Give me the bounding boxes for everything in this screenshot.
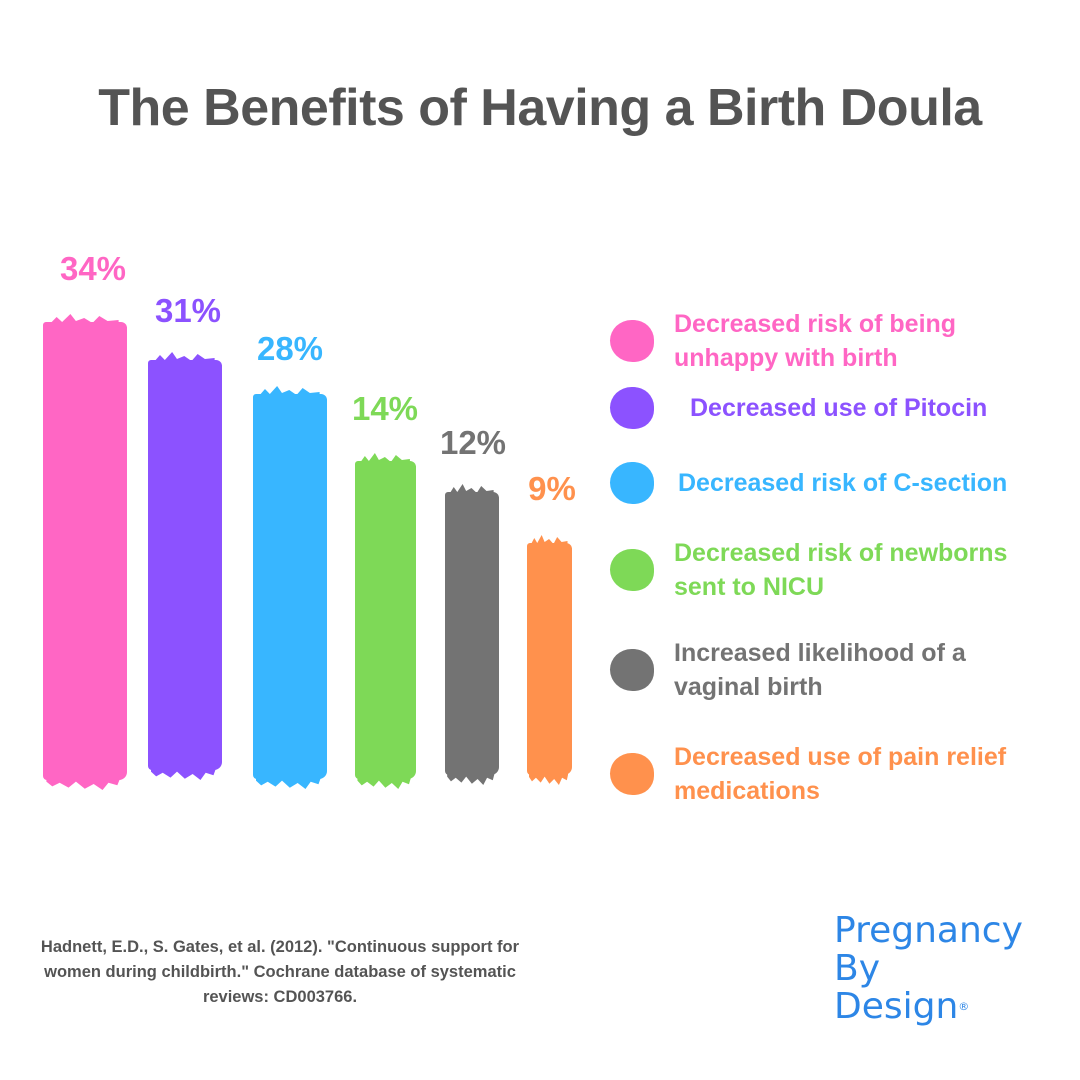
chart-title: The Benefits of Having a Birth Doula (98, 79, 982, 137)
bar-vaginal-birth (445, 492, 499, 775)
bar-nicu (355, 461, 416, 779)
bar-value-label: 12% (439, 424, 507, 461)
bar-value-label: 9% (528, 470, 576, 507)
registered-mark: ® (958, 1000, 970, 1013)
legend-item: Decreased risk of being unhappy with bir… (610, 307, 1070, 375)
legend-item: Increased likelihood of a vaginal birth (610, 636, 1070, 704)
legend-item: Decreased use of pain relief medications (610, 740, 1070, 808)
bar-value-label: 31% (154, 292, 222, 329)
circle-icon (610, 387, 654, 429)
bar-value-label: 34% (59, 250, 127, 287)
bar-pitocin (148, 360, 222, 770)
legend-label: Decreased use of Pitocin (690, 394, 988, 422)
circle-icon (610, 753, 654, 795)
circle-icon (610, 649, 654, 691)
legend-label: Decreased risk of C-section (678, 469, 1008, 497)
legend-item: Decreased risk of C-section (610, 462, 1070, 504)
bar-value-label: 14% (351, 390, 419, 427)
logo-line: By (834, 948, 881, 989)
legend-label: Decreased risk of newborns sent to NICU (674, 539, 1008, 601)
legend-item: Decreased use of Pitocin (610, 387, 1070, 429)
legend-label: Decreased risk of being unhappy with bir… (674, 310, 957, 372)
bar-value-label: 28% (256, 330, 324, 367)
logo-line: Pregnancy (834, 910, 1023, 951)
brand-logo: Pregnancy By Design® (834, 912, 1023, 1026)
circle-icon (610, 462, 654, 504)
circle-icon (610, 320, 654, 362)
circle-icon (610, 549, 654, 591)
logo-line: Design (834, 986, 959, 1027)
logo-line-3: Design® (834, 988, 1023, 1026)
legend-label: Increased likelihood of a vaginal birth (674, 639, 966, 701)
legend-item: Decreased risk of newborns sent to NICU (610, 536, 1070, 604)
legend-label: Decreased use of pain relief medications (674, 743, 1007, 805)
bar-pain-relief (527, 543, 572, 775)
citation: Hadnett, E.D., S. Gates, et al. (2012). … (40, 938, 520, 1006)
bar-unhappy (43, 322, 127, 780)
bar-c-section (253, 394, 327, 779)
